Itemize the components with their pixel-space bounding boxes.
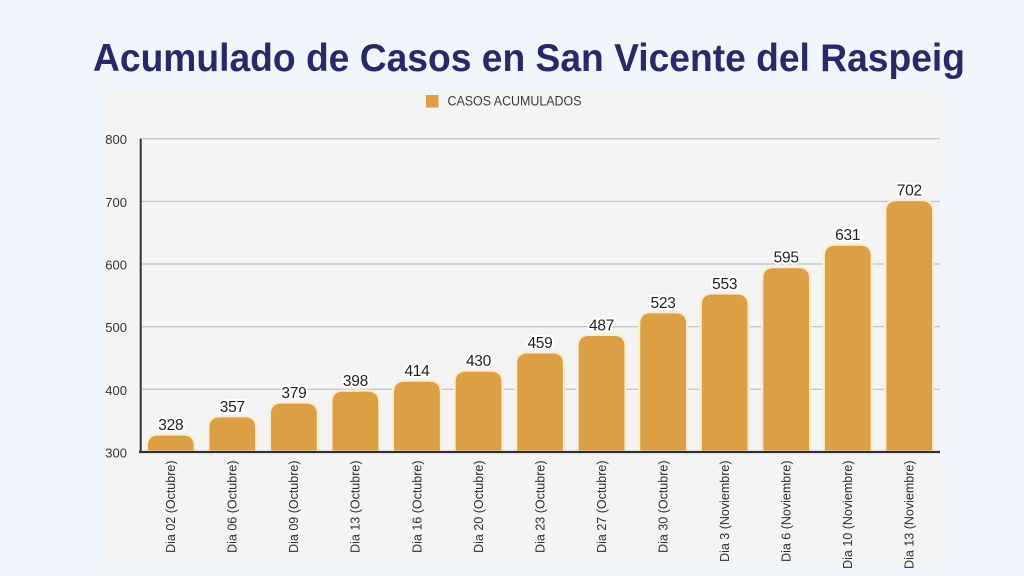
svg-text:Dia 23 (Octubre): Dia 23 (Octubre) bbox=[533, 461, 547, 553]
svg-text:Dia 20 (Octubre): Dia 20 (Octubre) bbox=[472, 461, 486, 553]
svg-text:523: 523 bbox=[651, 295, 676, 312]
svg-text:500: 500 bbox=[105, 320, 127, 335]
svg-text:702: 702 bbox=[897, 183, 922, 200]
svg-text:CASOS ACUMULADOS: CASOS ACUMULADOS bbox=[448, 94, 582, 109]
svg-text:Dia 3 (Noviembre): Dia 3 (Noviembre) bbox=[718, 461, 732, 562]
svg-text:Dia 30 (Octubre): Dia 30 (Octubre) bbox=[656, 461, 670, 553]
svg-text:Dia 09 (Octubre): Dia 09 (Octubre) bbox=[287, 461, 301, 553]
svg-text:430: 430 bbox=[466, 353, 492, 370]
svg-text:Dia 27 (Octubre): Dia 27 (Octubre) bbox=[595, 461, 609, 553]
svg-text:Dia 02 (Octubre): Dia 02 (Octubre) bbox=[164, 461, 178, 553]
svg-text:553: 553 bbox=[712, 276, 737, 293]
svg-text:Dia 06 (Octubre): Dia 06 (Octubre) bbox=[226, 461, 240, 553]
svg-text:600: 600 bbox=[105, 258, 127, 273]
svg-text:400: 400 bbox=[105, 383, 127, 398]
svg-text:300: 300 bbox=[105, 446, 127, 461]
svg-text:379: 379 bbox=[281, 385, 306, 402]
svg-text:Dia 6 (Noviembre): Dia 6 (Noviembre) bbox=[779, 461, 793, 562]
svg-text:414: 414 bbox=[404, 363, 430, 380]
svg-text:700: 700 bbox=[105, 195, 127, 210]
svg-text:357: 357 bbox=[220, 399, 245, 416]
svg-text:398: 398 bbox=[343, 373, 368, 390]
svg-text:595: 595 bbox=[774, 250, 799, 267]
svg-text:Dia 10 (Noviembre): Dia 10 (Noviembre) bbox=[841, 461, 855, 569]
svg-text:Acumulado de Casos en San Vice: Acumulado de Casos en San Vicente del Ra… bbox=[93, 37, 965, 80]
svg-text:487: 487 bbox=[589, 317, 614, 334]
svg-text:Dia 16 (Octubre): Dia 16 (Octubre) bbox=[410, 461, 424, 553]
svg-text:800: 800 bbox=[105, 132, 127, 147]
svg-text:631: 631 bbox=[835, 227, 860, 244]
svg-text:Dia 13 (Octubre): Dia 13 (Octubre) bbox=[349, 461, 363, 553]
svg-text:459: 459 bbox=[527, 335, 552, 352]
svg-text:Dia 13 (Noviembre): Dia 13 (Noviembre) bbox=[903, 461, 917, 569]
svg-text:328: 328 bbox=[158, 417, 183, 434]
